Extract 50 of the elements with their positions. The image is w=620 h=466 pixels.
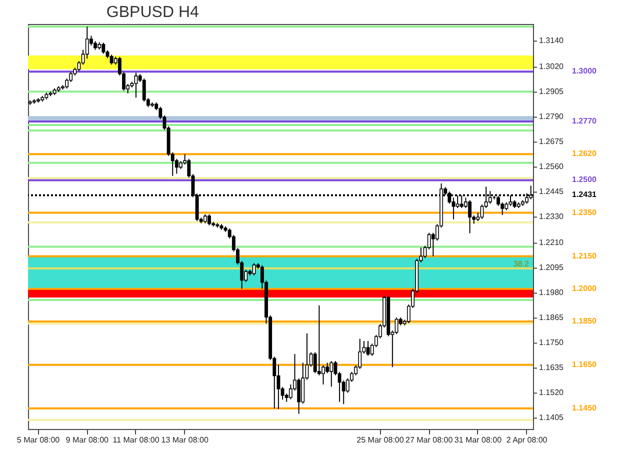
y-tick-label: 1.3140 bbox=[539, 36, 564, 46]
x-tick-label: 9 Mar 08:00 bbox=[66, 436, 110, 444]
y-tick-label: 1.2095 bbox=[539, 263, 564, 272]
y-tick-label: 1.1750 bbox=[539, 338, 564, 348]
candlestick bbox=[317, 304, 321, 376]
x-tick-label: 27 Mar 08:00 bbox=[406, 436, 454, 444]
y-tick-label: 1.1405 bbox=[539, 413, 564, 422]
candlestick bbox=[326, 362, 330, 374]
candlestick bbox=[366, 340, 370, 356]
x-tick-label: 31 Mar 08:00 bbox=[454, 436, 502, 444]
ref-line-label: 1.2350 bbox=[572, 208, 598, 217]
y-tick-label: 1.2905 bbox=[539, 87, 564, 96]
x-tick-label: 2 Apr 08:00 bbox=[506, 436, 548, 444]
chart-title: GBPUSD H4 bbox=[106, 4, 200, 21]
annotation: 38.2 bbox=[513, 259, 530, 268]
ref-line-label: 1.2150 bbox=[572, 251, 598, 260]
y-tick-label: 1.2330 bbox=[539, 212, 564, 222]
ref-line-label: 1.2000 bbox=[572, 284, 598, 293]
y-tick-label: 1.2675 bbox=[539, 137, 564, 146]
candlestick bbox=[252, 262, 256, 276]
y-tick-label: 1.2560 bbox=[539, 162, 564, 172]
y-tick-label: 1.1635 bbox=[539, 363, 564, 372]
candlestick bbox=[322, 364, 325, 385]
candlestick bbox=[208, 214, 211, 226]
ref-line-label: 1.2770 bbox=[572, 116, 598, 126]
candlestick bbox=[468, 200, 472, 234]
y-tick-label: 1.2445 bbox=[539, 187, 564, 196]
ref-line-label: 1.1450 bbox=[572, 403, 598, 412]
candlestick bbox=[330, 360, 334, 388]
x-tick-label: 11 Mar 08:00 bbox=[112, 436, 160, 444]
candlestick bbox=[110, 54, 114, 66]
x-tick-label: 13 Mar 08:00 bbox=[161, 436, 209, 444]
candlestick bbox=[102, 42, 106, 54]
candlestick bbox=[297, 378, 301, 414]
ref-line-label: 1.2500 bbox=[572, 175, 598, 184]
ref-line-label: 1.3000 bbox=[572, 66, 598, 76]
candlestick bbox=[85, 26, 89, 60]
y-tick-label: 1.1865 bbox=[539, 313, 564, 322]
candlestick bbox=[134, 72, 138, 98]
y-tick-label: 1.1520 bbox=[539, 388, 564, 398]
ref-line-label: 1.1650 bbox=[572, 360, 598, 369]
y-tick-label: 1.2790 bbox=[539, 112, 564, 122]
ref-line-label: 1.2620 bbox=[572, 149, 598, 158]
y-tick-label: 1.1980 bbox=[539, 288, 564, 298]
y-tick-label: 1.2210 bbox=[539, 238, 564, 248]
x-tick-label: 25 Mar 08:00 bbox=[356, 436, 404, 444]
y-tick-label: 1.3020 bbox=[539, 62, 564, 72]
x-tick-label: 5 Mar 08:00 bbox=[16, 436, 60, 444]
ref-line-label: 1.1850 bbox=[572, 316, 598, 326]
ref-line-label: 1.2431 bbox=[572, 190, 598, 200]
